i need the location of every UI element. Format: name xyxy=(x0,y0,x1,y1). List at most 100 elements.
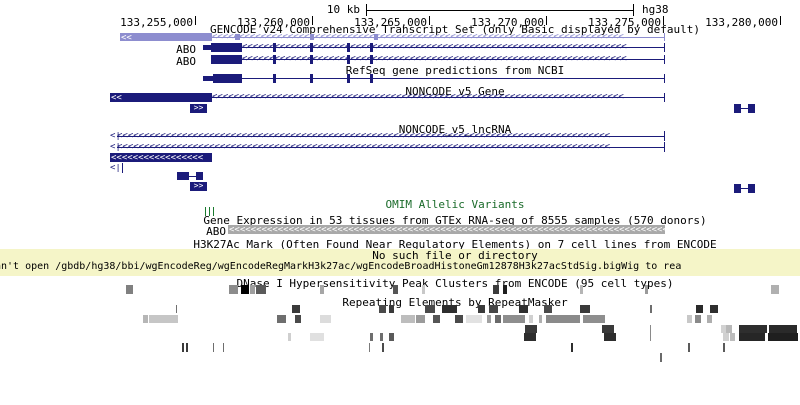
repeat-element-block[interactable] xyxy=(539,315,542,323)
strand-arrow-left: << xyxy=(121,34,132,43)
dnase-peak-block[interactable] xyxy=(126,285,133,294)
repeat-element-block[interactable] xyxy=(149,315,178,323)
ruler-tick-mark xyxy=(546,16,547,25)
repeat-element-block[interactable] xyxy=(369,343,370,352)
repeat-element-block[interactable] xyxy=(425,305,435,313)
repeat-element-block[interactable] xyxy=(525,325,537,333)
repeat-element-block[interactable] xyxy=(182,343,184,352)
repeat-element-block[interactable] xyxy=(730,333,735,341)
repeat-element-block[interactable] xyxy=(455,315,463,323)
scale-bar-line xyxy=(366,10,634,11)
repeat-element-block[interactable] xyxy=(433,315,440,323)
repeat-element-block[interactable] xyxy=(143,315,148,323)
dnase-peak-block[interactable] xyxy=(256,285,266,294)
repeat-element-block[interactable] xyxy=(707,315,712,323)
repeat-element-block[interactable] xyxy=(389,305,394,313)
repeat-element-block[interactable] xyxy=(688,343,690,352)
repeat-element-block[interactable] xyxy=(660,353,662,362)
repeat-element-block[interactable] xyxy=(503,315,525,323)
noncode-gene-small-feature[interactable]: >> xyxy=(190,104,207,113)
lncrna-small-feature[interactable]: >> xyxy=(190,182,207,191)
exon-block xyxy=(211,55,242,64)
repeat-element-block[interactable] xyxy=(726,325,732,333)
repeat-element-block[interactable] xyxy=(310,333,324,341)
repeat-element-block[interactable] xyxy=(524,333,536,341)
repeat-element-block[interactable] xyxy=(723,333,729,341)
repeat-element-block[interactable] xyxy=(370,333,373,341)
repeat-element-block[interactable] xyxy=(379,305,386,313)
repeat-element-block[interactable] xyxy=(580,305,590,313)
repeat-element-block[interactable] xyxy=(650,333,651,341)
exon-block xyxy=(177,172,189,180)
repeat-element-block[interactable] xyxy=(650,325,651,333)
repeat-element-block[interactable] xyxy=(739,333,765,341)
repeat-element-block[interactable] xyxy=(292,305,300,313)
repeat-element-block[interactable] xyxy=(466,315,482,323)
repeat-element-block[interactable] xyxy=(442,305,457,313)
repeat-element-block[interactable] xyxy=(320,315,331,323)
repeat-element-block[interactable] xyxy=(604,333,616,341)
repeat-element-block[interactable] xyxy=(544,305,552,313)
repeat-element-block[interactable] xyxy=(416,315,425,323)
repeat-element-block[interactable] xyxy=(487,315,491,323)
intron-arrows: <<<<<<<<<<<<<<<<<<<<<<<<<<<<<<<<<<<<<<<<… xyxy=(117,132,611,141)
intron-line xyxy=(117,136,665,137)
repeat-element-block[interactable] xyxy=(176,305,177,313)
repeat-element-block[interactable] xyxy=(382,343,384,352)
repeat-element-block[interactable] xyxy=(723,343,725,352)
repeat-element-block[interactable] xyxy=(571,343,573,352)
repeat-element-block[interactable] xyxy=(495,315,501,323)
dnase-peak-block[interactable] xyxy=(580,285,583,294)
ruler-tick-label: 133,265,000 xyxy=(354,16,427,29)
repeat-element-block[interactable] xyxy=(710,305,718,313)
repeat-element-block[interactable] xyxy=(696,305,703,313)
repeat-element-block[interactable] xyxy=(389,333,394,341)
repeat-element-block[interactable] xyxy=(380,333,383,341)
repeat-element-block[interactable] xyxy=(546,315,580,323)
repeat-element-block[interactable] xyxy=(739,325,767,333)
repeat-element-block[interactable] xyxy=(583,315,605,323)
repeat-element-block[interactable] xyxy=(650,305,652,313)
ruler-tick-mark xyxy=(780,16,781,25)
omim-variant-tick[interactable] xyxy=(209,207,210,216)
repeat-element-block[interactable] xyxy=(478,305,485,313)
repeat-element-block[interactable] xyxy=(288,333,291,341)
repeat-element-block[interactable] xyxy=(687,315,692,323)
dnase-peak-block[interactable] xyxy=(393,285,398,294)
repeat-element-block[interactable] xyxy=(721,325,726,333)
repeat-element-block[interactable] xyxy=(529,315,533,323)
repeat-element-block[interactable] xyxy=(186,343,188,352)
dnase-peak-block[interactable] xyxy=(771,285,779,294)
track-title-gencode: GENCODE v24 Comprehensive Transcript Set… xyxy=(209,23,701,36)
dnase-peak-block[interactable] xyxy=(250,285,255,294)
transcript-end-tick xyxy=(664,142,665,152)
repeat-element-block[interactable] xyxy=(695,315,701,323)
repeat-element-block[interactable] xyxy=(768,333,798,341)
intron-line xyxy=(242,78,665,79)
dnase-peak-block[interactable] xyxy=(503,285,507,294)
omim-variant-tick[interactable] xyxy=(205,207,206,216)
repeat-element-block[interactable] xyxy=(519,305,528,313)
exon-block xyxy=(734,184,741,193)
gtex-gene-bar[interactable]: <<<<<<<<<<<<<<<<<<<<<<<<<<<<<<<<<<<<<<<<… xyxy=(228,225,665,234)
dnase-peak-block[interactable] xyxy=(493,285,499,294)
repeat-element-block[interactable] xyxy=(602,325,614,333)
exon-block xyxy=(235,34,240,40)
repeat-element-block[interactable] xyxy=(295,315,301,323)
dnase-peak-block[interactable] xyxy=(422,285,425,294)
dnase-peak-block[interactable] xyxy=(645,285,648,294)
intron-line xyxy=(212,37,665,38)
dnase-peak-block[interactable] xyxy=(229,285,238,294)
omim-variant-tick[interactable] xyxy=(213,207,214,216)
track-title-noncode-gene: NONCODE_v5_Gene xyxy=(405,85,505,98)
dnase-peak-block[interactable] xyxy=(241,285,249,294)
scale-bar-cap-right xyxy=(633,4,634,16)
repeat-element-block[interactable] xyxy=(489,305,498,313)
repeat-element-block[interactable] xyxy=(277,315,286,323)
exon-block xyxy=(310,43,313,52)
dnase-peak-block[interactable] xyxy=(320,285,324,294)
repeat-element-block[interactable] xyxy=(401,315,415,323)
repeat-element-block[interactable] xyxy=(223,343,224,352)
repeat-element-block[interactable] xyxy=(213,343,214,352)
repeat-element-block[interactable] xyxy=(769,325,797,333)
